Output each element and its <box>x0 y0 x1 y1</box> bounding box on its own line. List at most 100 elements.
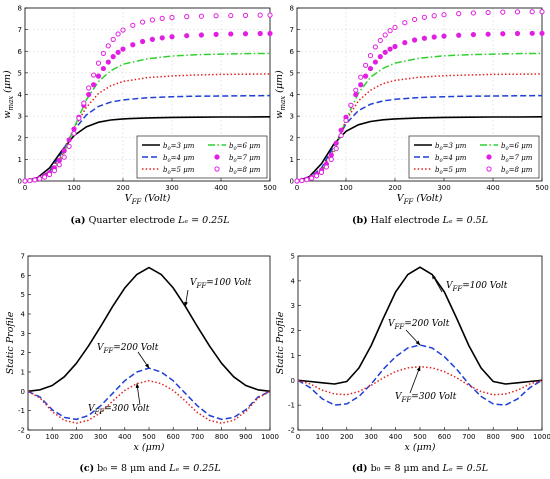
legend-label: b0=7 μm <box>229 154 261 164</box>
annotation-arrow <box>405 329 421 346</box>
legend-label: b0=3 μm <box>163 142 195 152</box>
data-point <box>353 87 359 93</box>
x-tick-label: 100 <box>339 184 352 192</box>
annotation-label: VFF=300 Volt <box>88 404 150 416</box>
data-point <box>514 9 521 15</box>
data-point <box>149 17 155 23</box>
annotation-arrow <box>135 383 141 406</box>
data-point <box>456 11 462 17</box>
x-tick-label: 300 <box>437 184 450 192</box>
chart-b: 0 100 200 300 400 500 0 1 2 3 4 5 6 7 8 VFF (Volt) wmax … <box>274 5 549 207</box>
x-tick-label: 600 <box>438 433 451 441</box>
legend-swatch <box>486 166 492 172</box>
y-tick-label: -2 <box>18 427 25 435</box>
caption-b: (b) Half electrode Lₑ = 0.5L <box>290 215 550 226</box>
x-tick-label: 200 <box>116 184 129 192</box>
data-point <box>105 43 111 49</box>
series-line-v-ff-100-volt <box>297 266 543 385</box>
y-tick-label: 5 <box>21 291 25 299</box>
legend-label: b0=6 μm <box>501 142 533 152</box>
series-line-v-ff-300-volt <box>27 379 271 424</box>
data-point <box>338 127 344 133</box>
legend-box <box>136 135 268 179</box>
data-point <box>51 168 58 174</box>
y-tick-label: 2 <box>291 327 295 335</box>
data-point <box>358 74 364 80</box>
annotation-label: VFF=200 Volt <box>388 319 450 331</box>
legend-item: b0=6 μm <box>208 142 261 152</box>
legend-item: b0=3 μm <box>142 142 195 152</box>
data-point <box>470 10 476 16</box>
x-tick-label: 400 <box>214 184 227 192</box>
y-tick-label: 3 <box>290 113 294 121</box>
legend-swatch <box>214 166 220 172</box>
data-point <box>387 28 393 34</box>
data-point <box>363 73 369 79</box>
annotation-label: VFF=100 Volt <box>190 278 252 290</box>
y-tick-label: 0 <box>21 388 25 396</box>
y-tick-label: 6 <box>290 48 295 56</box>
y-tick-label: 4 <box>18 91 23 99</box>
data-point <box>257 30 263 37</box>
legend-label: b0=5 μm <box>435 166 467 176</box>
data-point <box>100 50 107 57</box>
data-point <box>267 12 273 18</box>
legend-item: b0=8 μm <box>214 166 261 176</box>
legend: b0=3 μm b0=4 μm b0=5 μm b0=6 μm b0=7 μm b0=8 … <box>408 135 540 179</box>
data-point <box>198 13 204 19</box>
legend-item: b0=6 μm <box>480 142 533 152</box>
x-tick-label: 900 <box>239 433 252 441</box>
y-tick-label: 6 <box>21 272 26 280</box>
x-tick-label: 400 <box>486 184 499 192</box>
series-line-b0-4-m <box>24 94 271 182</box>
x-tick-label: 700 <box>462 433 475 441</box>
data-point <box>228 12 234 19</box>
data-point <box>485 31 491 37</box>
annotation-label: VFF=300 Volt <box>395 392 457 404</box>
data-point <box>242 12 249 18</box>
data-point <box>71 126 77 132</box>
y-tick-label: 4 <box>291 277 296 285</box>
data-point <box>110 36 116 42</box>
annotation-arrow <box>431 274 443 293</box>
data-point <box>242 31 249 37</box>
legend-label: b0=8 μm <box>229 166 261 176</box>
data-point <box>431 13 437 19</box>
series-line-b0-3-m <box>24 116 271 182</box>
caption-math: Lₑ = 0.25L <box>169 463 221 474</box>
x-tick-label: 200 <box>388 184 401 192</box>
data-point <box>66 143 72 149</box>
data-point <box>66 137 72 143</box>
y-tick-label: 4 <box>290 91 295 99</box>
caption-tag: (c) <box>79 463 95 474</box>
data-point <box>500 9 506 15</box>
legend-label: b0=3 μm <box>435 142 467 152</box>
x-tick-label: 800 <box>215 433 228 441</box>
data-point <box>120 46 126 52</box>
y-tick-label: 1 <box>291 352 295 360</box>
data-point <box>228 31 234 37</box>
data-point <box>323 164 329 170</box>
legend-item: b0=7 μm <box>214 154 261 164</box>
caption-tag: (b) <box>351 215 368 226</box>
y-tick-label: 1 <box>290 156 294 164</box>
y-tick-label: 7 <box>290 26 294 34</box>
data-point <box>402 40 408 46</box>
series-line-b0-3-m <box>296 116 543 182</box>
data-point <box>100 65 107 72</box>
x-tick-label: 200 <box>70 433 83 441</box>
x-tick-label: 300 <box>365 433 378 441</box>
data-point <box>91 82 97 88</box>
data-point <box>95 73 102 79</box>
data-point <box>257 12 263 18</box>
caption-d: (d) b₀ = 8 μm and Lₑ = 0.5L <box>290 463 550 474</box>
data-point <box>81 100 87 106</box>
data-point <box>169 14 175 21</box>
data-point <box>130 42 136 48</box>
data-point <box>95 60 102 66</box>
annotation-label: VFF=200 Volt <box>97 343 159 355</box>
data-point <box>441 12 447 18</box>
data-point <box>367 65 374 72</box>
legend-item: b0=5 μm <box>142 166 195 176</box>
